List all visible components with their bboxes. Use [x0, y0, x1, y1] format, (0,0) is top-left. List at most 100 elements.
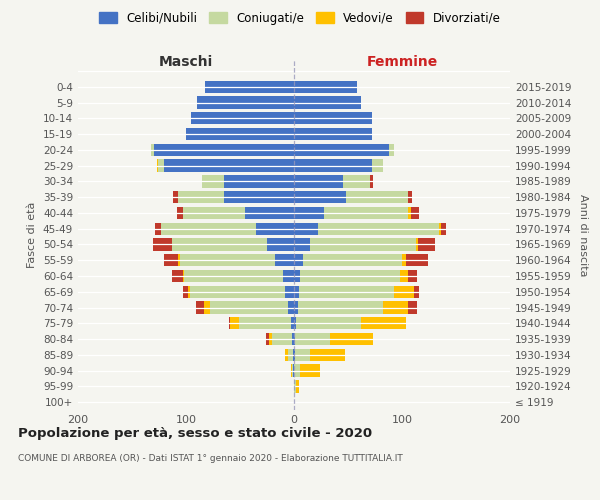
Bar — [292, 333, 294, 345]
Y-axis label: Anni di nascita: Anni di nascita — [578, 194, 588, 276]
Bar — [186, 128, 294, 140]
Bar — [294, 191, 346, 203]
Bar — [178, 191, 224, 203]
Text: Popolazione per età, sesso e stato civile - 2020: Popolazione per età, sesso e stato civil… — [18, 428, 372, 440]
Bar — [157, 160, 158, 172]
Text: COMUNE DI ARBOREA (OR) - Dati ISTAT 1° gennaio 2020 - Elaborazione TUTTITALIA.IT: COMUNE DI ARBOREA (OR) - Dati ISTAT 1° g… — [18, 454, 403, 463]
Bar — [416, 238, 418, 250]
Bar — [294, 254, 302, 266]
Bar — [172, 238, 267, 250]
Bar — [202, 175, 224, 188]
Bar — [191, 112, 294, 124]
Bar — [196, 302, 205, 314]
Bar — [294, 286, 299, 298]
Bar — [409, 302, 417, 314]
Bar — [179, 254, 275, 266]
Bar — [294, 333, 295, 345]
Bar — [286, 348, 287, 361]
Bar — [329, 333, 373, 345]
Bar — [283, 270, 294, 282]
Bar — [291, 364, 292, 376]
Bar — [188, 286, 190, 298]
Bar — [400, 270, 409, 282]
Bar — [294, 317, 296, 330]
Bar — [296, 317, 361, 330]
Bar — [294, 380, 296, 392]
Bar — [294, 80, 356, 93]
Bar — [267, 238, 294, 250]
Text: Maschi: Maschi — [159, 54, 213, 68]
Bar — [298, 302, 383, 314]
Bar — [183, 207, 245, 219]
Bar — [294, 207, 324, 219]
Bar — [295, 348, 310, 361]
Bar — [178, 207, 183, 219]
Bar — [406, 254, 428, 266]
Bar — [301, 270, 400, 282]
Bar — [294, 128, 372, 140]
Bar — [294, 96, 361, 108]
Bar — [418, 238, 436, 250]
Bar — [183, 270, 184, 282]
Bar — [409, 270, 417, 282]
Bar — [245, 207, 294, 219]
Bar — [190, 286, 286, 298]
Bar — [292, 364, 293, 376]
Bar — [161, 222, 256, 235]
Bar — [239, 317, 291, 330]
Bar — [173, 191, 178, 203]
Bar — [184, 270, 283, 282]
Bar — [295, 333, 329, 345]
Bar — [230, 317, 239, 330]
Bar — [205, 80, 294, 93]
Bar — [402, 254, 406, 266]
Bar — [197, 96, 294, 108]
Bar — [294, 112, 372, 124]
Bar — [158, 160, 164, 172]
Bar — [294, 364, 301, 376]
Bar — [383, 302, 409, 314]
Bar — [439, 222, 441, 235]
Bar — [287, 302, 294, 314]
Bar — [294, 348, 295, 361]
Y-axis label: Fasce di età: Fasce di età — [28, 202, 37, 268]
Bar — [293, 364, 294, 376]
Bar — [296, 380, 299, 392]
Bar — [441, 222, 446, 235]
Text: Femmine: Femmine — [367, 54, 437, 68]
Bar — [164, 160, 294, 172]
Bar — [293, 348, 294, 361]
Bar — [409, 207, 410, 219]
Bar — [224, 175, 294, 188]
Bar — [269, 333, 272, 345]
Bar — [155, 222, 161, 235]
Bar — [294, 160, 372, 172]
Bar — [210, 302, 287, 314]
Bar — [229, 317, 230, 330]
Bar — [294, 144, 389, 156]
Bar — [294, 175, 343, 188]
Bar — [346, 191, 409, 203]
Bar — [294, 222, 318, 235]
Bar — [361, 317, 406, 330]
Bar — [152, 238, 172, 250]
Bar — [409, 191, 412, 203]
Bar — [287, 348, 293, 361]
Bar — [151, 144, 154, 156]
Bar — [183, 286, 188, 298]
Bar — [224, 191, 294, 203]
Bar — [302, 254, 402, 266]
Bar — [294, 238, 310, 250]
Bar — [256, 222, 294, 235]
Bar — [291, 317, 294, 330]
Bar — [294, 270, 301, 282]
Bar — [266, 333, 269, 345]
Bar — [414, 286, 419, 298]
Bar — [372, 160, 383, 172]
Bar — [154, 144, 294, 156]
Bar — [205, 302, 210, 314]
Bar — [172, 270, 183, 282]
Legend: Celibi/Nubili, Coniugati/e, Vedovi/e, Divorziati/e: Celibi/Nubili, Coniugati/e, Vedovi/e, Di… — [95, 7, 505, 30]
Bar — [310, 348, 345, 361]
Bar — [389, 144, 394, 156]
